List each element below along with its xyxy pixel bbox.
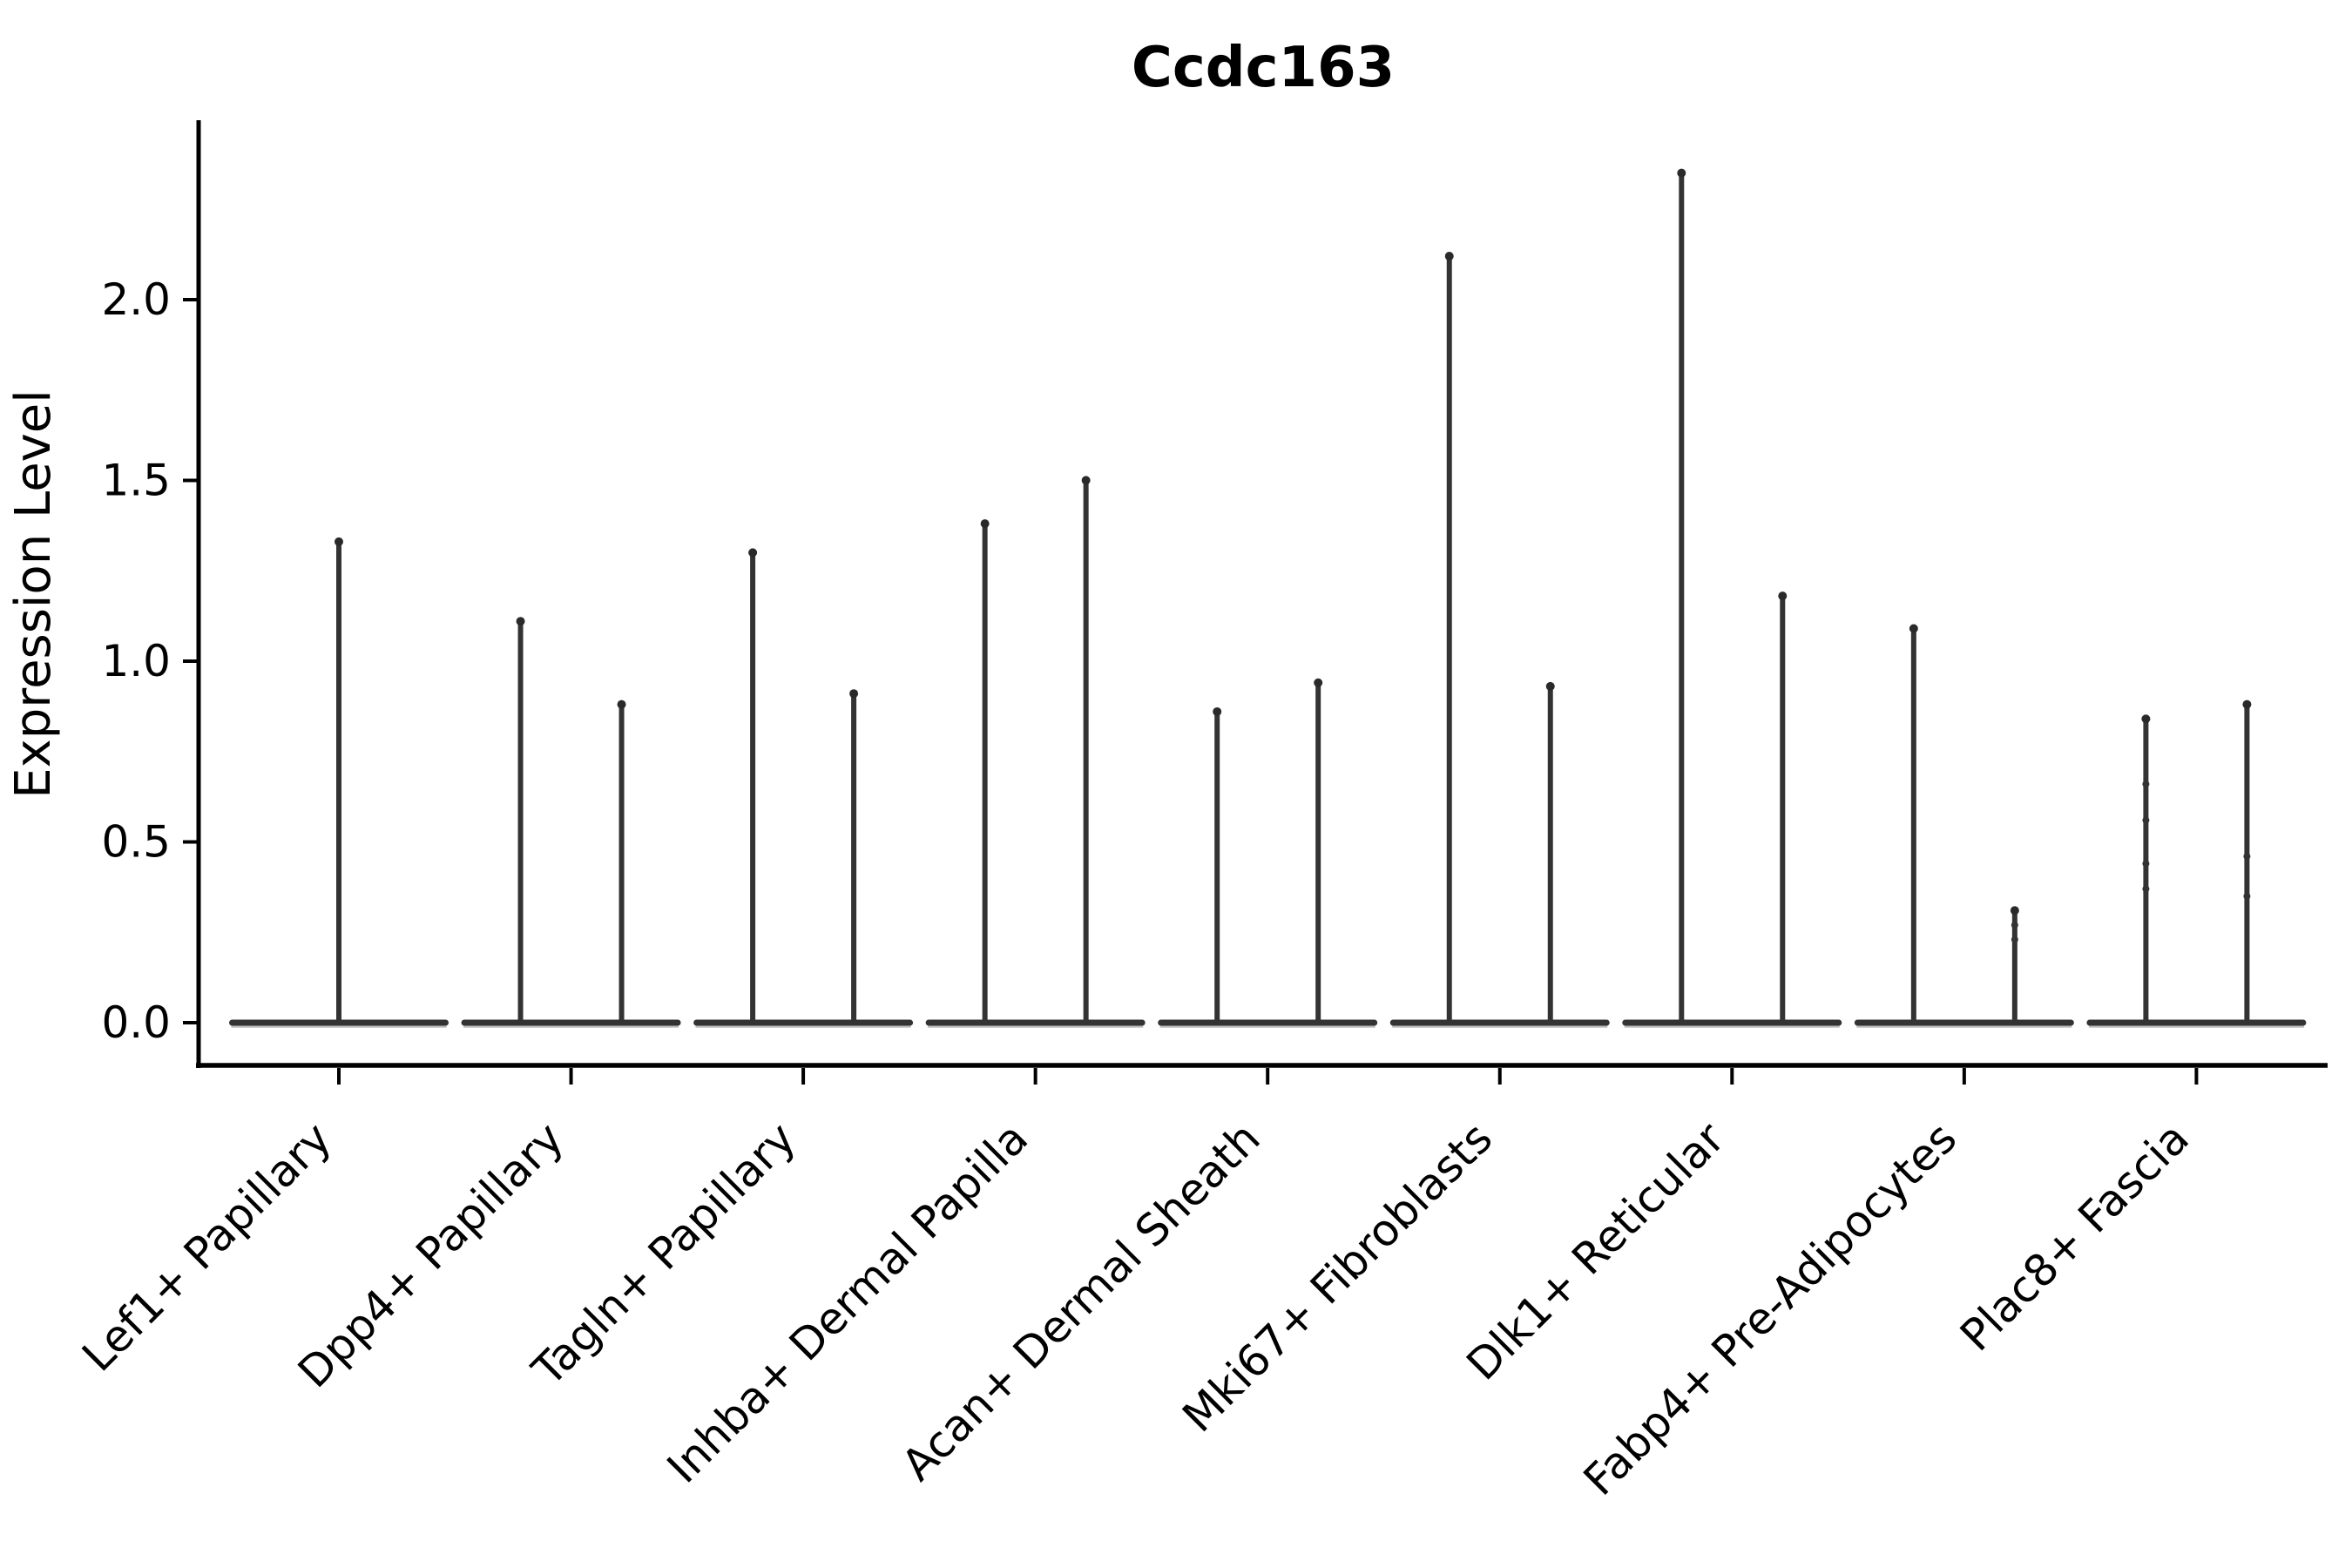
violin-group	[1389, 252, 1610, 1028]
spike-knob	[2242, 700, 2252, 709]
y-tick-label: 1.5	[101, 456, 171, 506]
y-tick-label: 1.0	[101, 636, 171, 686]
spike-knob	[516, 617, 525, 626]
density-bump	[2142, 816, 2150, 824]
y-axis-ticks: 0.0 0.5 1.0 1.5 2.0	[101, 274, 199, 1048]
x-tick-label: Lef1+ Papillary	[72, 1112, 341, 1381]
density-bump	[2011, 921, 2018, 929]
y-axis-label: Expression Level	[5, 389, 62, 799]
spike-knob	[748, 548, 758, 558]
spike-knob	[1081, 476, 1091, 485]
density-bump	[2243, 853, 2251, 861]
chart-title: Ccdc163	[1132, 36, 1395, 100]
violin-group	[229, 537, 449, 1028]
violin-group	[2086, 700, 2307, 1028]
y-tick-label: 0.5	[101, 817, 171, 868]
density-bump	[2142, 781, 2150, 788]
spike-knob	[2141, 714, 2151, 724]
spike-knob	[2010, 906, 2019, 916]
spike-knob	[1314, 678, 1323, 687]
density-bump	[2011, 936, 2018, 943]
x-tick-label: Plac8+ Fascia	[1950, 1112, 2199, 1361]
spike-knob	[617, 700, 626, 709]
violin-group	[1854, 624, 2074, 1028]
spike-knob	[1213, 706, 1222, 716]
spike-knob	[1677, 168, 1686, 178]
density-bump	[2142, 885, 2150, 893]
x-tick-label: Fabp4+ Pre-Adipocytes	[1574, 1112, 1967, 1505]
density-bump	[2243, 892, 2251, 900]
spike-knob	[980, 519, 990, 529]
x-tick-label: Dlk1+ Reticular	[1457, 1112, 1734, 1389]
density-bump	[2142, 860, 2150, 868]
spike-knob	[1778, 591, 1788, 601]
spike-knob	[1444, 252, 1454, 261]
violin-group	[693, 548, 914, 1028]
violins-layer	[229, 168, 2307, 1028]
spike-knob	[1909, 624, 1918, 633]
violin-group	[1158, 678, 1378, 1028]
spike-knob	[849, 689, 859, 699]
spike-knob	[335, 537, 343, 546]
violin-group	[925, 476, 1146, 1028]
y-tick-label: 0.0	[101, 997, 171, 1048]
y-tick-label: 2.0	[101, 274, 171, 325]
spike-knob	[1545, 681, 1555, 691]
violin-group	[1622, 168, 1842, 1028]
violin-group	[461, 617, 681, 1028]
